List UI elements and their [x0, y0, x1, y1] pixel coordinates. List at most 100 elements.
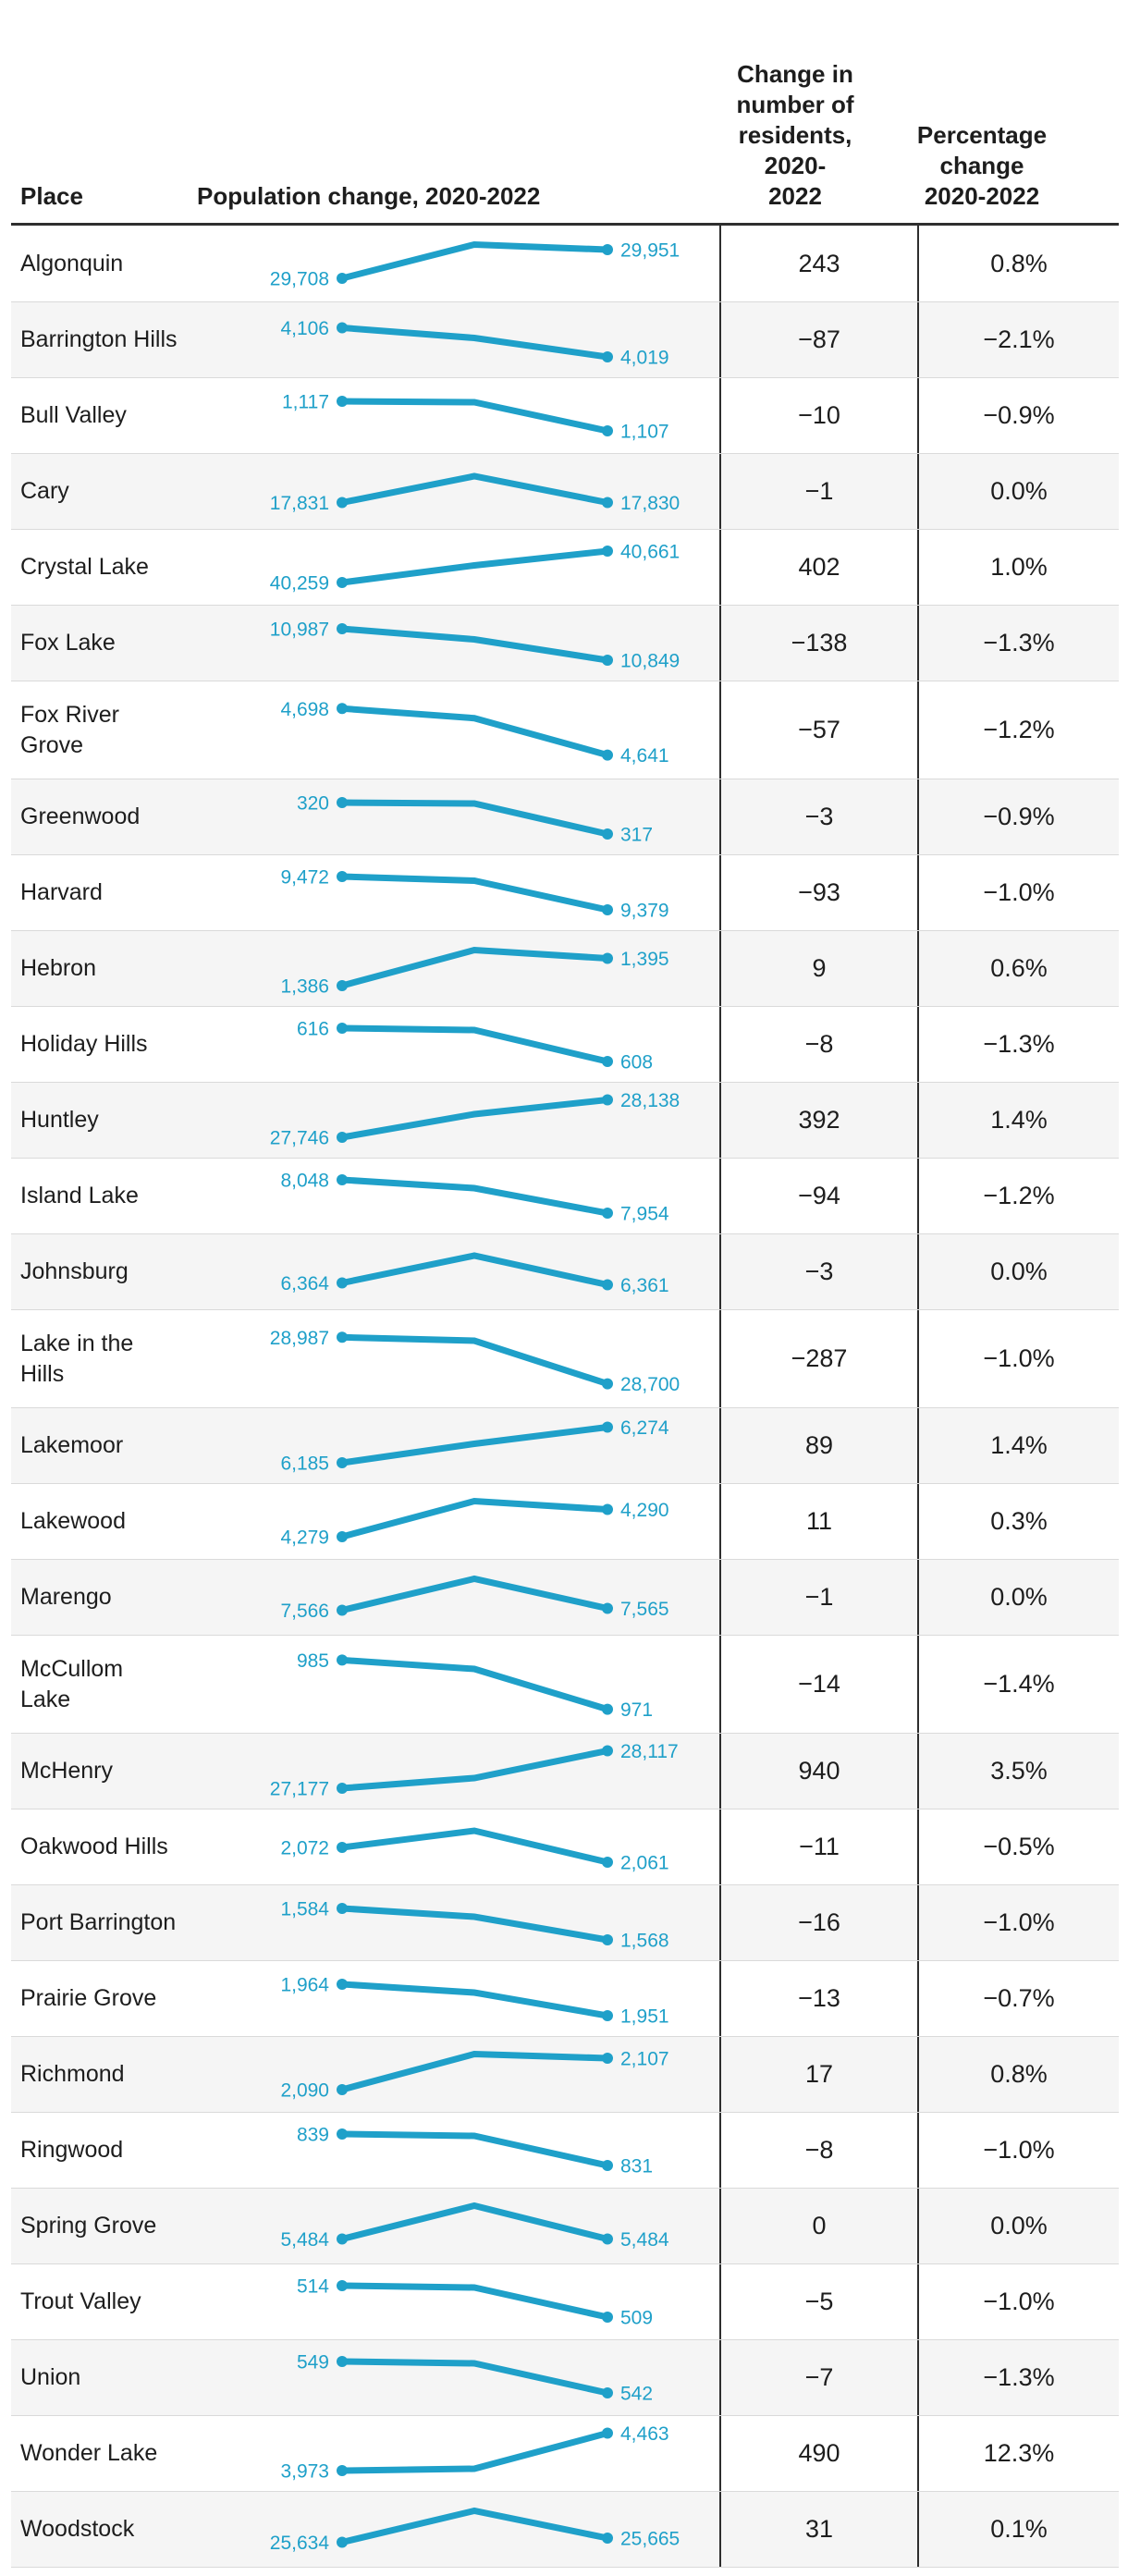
percentage-change-value: 1.0%: [917, 530, 1119, 605]
place-label: Lakemoor: [20, 1432, 124, 1458]
sparkline-path: [341, 799, 608, 838]
percentage-change-value: −1.2%: [917, 1159, 1119, 1233]
population-sparkline: 6,364 6,361: [280, 1252, 669, 1296]
pop-2020-label: 2,090: [280, 2080, 329, 2102]
sparkline-cell: 7,566 7,565: [268, 1560, 719, 1635]
sparkline-path: [341, 1575, 608, 1613]
pop-2022-label: 25,665: [620, 2529, 680, 2550]
residents-change-value: 392: [719, 1083, 917, 1158]
population-sparkline: 1,584 1,568: [280, 1899, 668, 1952]
percentage-change-value: −1.0%: [917, 1310, 1119, 1407]
pop-2022-label: 971: [620, 1699, 653, 1721]
sparkline-cell: 616 608: [268, 1007, 719, 1082]
pop-2022-label: 40,661: [620, 542, 680, 563]
pop-2020-label: 40,259: [270, 573, 329, 595]
sparkline-path: [341, 1176, 608, 1217]
place-label: Richmond: [20, 2061, 125, 2087]
sparkline-cell: 10,987 10,849: [268, 606, 719, 681]
population-sparkline: 29,708 29,951: [270, 240, 680, 290]
place-label: Huntley: [20, 1107, 99, 1133]
percentage-change-value: 1.4%: [917, 1408, 1119, 1483]
table-row: McHenry 27,177 28,117 940 3.5%: [11, 1733, 1119, 1809]
pop-2022-label: 4,019: [620, 348, 669, 369]
sparkline-start-dot: [337, 1132, 348, 1143]
percentage-change-value: 0.8%: [917, 2037, 1119, 2112]
place-label: McCullom Lake: [20, 1655, 124, 1712]
place-label: Ringwood: [20, 2137, 124, 2163]
pop-2020-label: 2,072: [280, 1838, 329, 1859]
pop-2022-label: 2,061: [620, 1853, 669, 1874]
pop-2020-label: 839: [297, 2125, 329, 2146]
percentage-change-value: 0.0%: [917, 454, 1119, 529]
residents-change-value: 0: [719, 2189, 917, 2263]
table-row: Prairie Grove 1,964 1,951 −13 −0.7%: [11, 1960, 1119, 2036]
column-header-place: Place: [20, 181, 83, 210]
population-sparkline: 839 831: [297, 2125, 653, 2177]
place-label: Spring Grove: [20, 2213, 157, 2239]
sparkline-cell: 27,177 28,117: [268, 1734, 719, 1809]
pop-2022-label: 5,484: [620, 2229, 669, 2251]
pop-2022-label: 29,951: [620, 240, 680, 262]
pop-2022-label: 10,849: [620, 651, 680, 672]
residents-change-value: −8: [719, 1007, 917, 1082]
place-label: Lake in the Hills: [20, 1330, 134, 1387]
sparkline-start-dot: [337, 273, 348, 284]
sparkline-start-dot: [337, 2128, 348, 2140]
residents-change-value: 243: [719, 226, 917, 301]
residents-change-value: 17: [719, 2037, 917, 2112]
sparkline-start-dot: [337, 871, 348, 882]
table-row: Hebron 1,386 1,395 9 0.6%: [11, 930, 1119, 1006]
sparkline-path: [341, 240, 608, 282]
sparkline-path: [341, 1497, 608, 1540]
sparkline-start-dot: [337, 396, 348, 407]
sparkline-end-dot: [602, 1745, 613, 1757]
percentage-change-value: −0.5%: [917, 1809, 1119, 1884]
sparkline-end-dot: [602, 828, 613, 840]
population-sparkline: 9,472 9,379: [280, 867, 669, 922]
pop-2020-label: 514: [297, 2276, 329, 2298]
sparkline-cell: 549 542: [268, 2340, 719, 2415]
pop-2022-label: 9,379: [620, 901, 669, 922]
pop-2022-label: 28,117: [620, 1741, 679, 1762]
sparkline-start-dot: [337, 1331, 348, 1343]
place-label: Harvard: [20, 879, 103, 905]
pop-2020-label: 10,987: [270, 619, 329, 641]
table-row: Fox River Grove 4,698 4,641 −57 −1.2%: [11, 681, 1119, 779]
sparkline-end-dot: [602, 2233, 613, 2245]
percentage-change-value: 0.0%: [917, 1560, 1119, 1635]
residents-change-value: −3: [719, 779, 917, 854]
sparkline-cell: 1,117 1,107: [268, 378, 719, 453]
pop-2020-label: 616: [297, 1019, 329, 1040]
sparkline-path: [341, 2507, 608, 2545]
sparkline-path: [341, 1252, 608, 1288]
pop-2022-label: 317: [620, 825, 653, 846]
population-sparkline: 1,117 1,107: [282, 392, 669, 443]
sparkline-cell: 25,634 25,665: [268, 2492, 719, 2567]
sparkline-end-dot: [602, 1857, 613, 1868]
table-row: Greenwood 320 317 −3 −0.9%: [11, 779, 1119, 854]
sparkline-path: [341, 1656, 609, 1712]
population-sparkline: 6,185 6,274: [280, 1417, 668, 1475]
place-label: Fox Lake: [20, 630, 116, 656]
percentage-change-value: 0.8%: [917, 226, 1119, 301]
sparkline-path: [341, 946, 608, 989]
place-label: Algonquin: [20, 250, 124, 276]
population-sparkline: 1,386 1,395: [280, 946, 669, 998]
pop-2022-label: 1,395: [620, 949, 669, 970]
percentage-change-value: −2.1%: [917, 302, 1119, 377]
place-label: Holiday Hills: [20, 1031, 148, 1057]
sparkline-end-dot: [602, 1934, 613, 1945]
percentage-change-value: −1.0%: [917, 855, 1119, 930]
pop-2020-label: 29,708: [270, 269, 329, 290]
table-row: Richmond 2,090 2,107 17 0.8%: [11, 2036, 1119, 2112]
population-sparkline: 10,987 10,849: [270, 619, 680, 672]
sparkline-end-dot: [602, 1208, 613, 1219]
table-row: Wonder Lake 3,973 4,463 490 12.3%: [11, 2415, 1119, 2491]
table-row: Bull Valley 1,117 1,107 −10 −0.9%: [11, 377, 1119, 453]
pop-2022-label: 6,361: [620, 1275, 669, 1296]
table-row: Holiday Hills 616 608 −8 −1.3%: [11, 1006, 1119, 1082]
population-sparkline: 616 608: [297, 1019, 653, 1073]
place-label: Bull Valley: [20, 402, 127, 428]
sparkline-start-dot: [337, 1979, 348, 1990]
